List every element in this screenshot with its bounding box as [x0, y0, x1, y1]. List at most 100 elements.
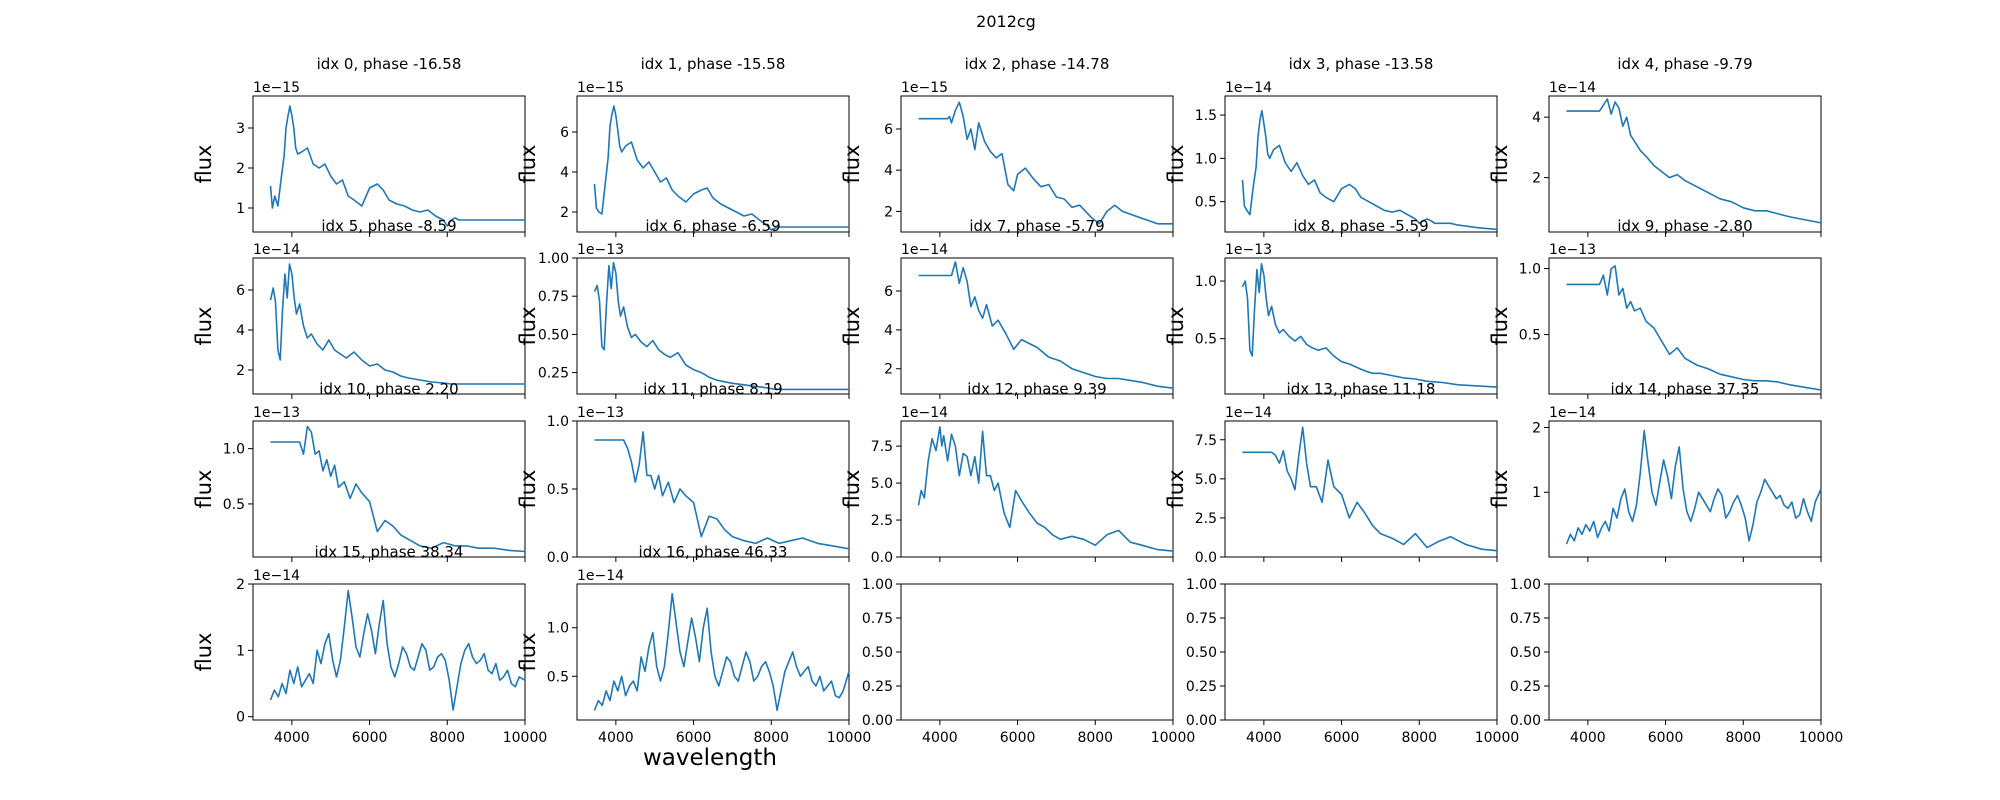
spectrum-line [269, 263, 525, 385]
spectrum-line [1566, 98, 1822, 224]
subplot-17: 0.00 0.25 0.50 0.75 1.00 4000 6000 8000 10000 [862, 577, 1195, 746]
subplot-title: idx 8, phase -5.59 [1293, 217, 1428, 235]
y-tick-label: 0.75 [1510, 611, 1541, 627]
y-tick-label: 2 [884, 204, 893, 220]
y-axis-label: flux [1164, 307, 1188, 346]
y-tick-label: 6 [236, 283, 245, 299]
spectrum-line [269, 105, 525, 227]
y-axis-label: flux [516, 307, 540, 346]
y-axis-label: flux [516, 145, 540, 184]
y-tick-label: 2 [236, 363, 245, 379]
y-tick-label: 6 [884, 284, 893, 300]
y-axis-label: flux [192, 633, 216, 672]
y-offset-label: 1e−13 [1549, 242, 1596, 258]
y-offset-label: 1e−15 [577, 80, 624, 96]
spectrum-line [593, 261, 849, 391]
y-offset-label: 1e−14 [253, 568, 300, 584]
x-tick-label: 8000 [429, 730, 465, 746]
y-tick-label: 0.25 [862, 679, 893, 695]
y-axis-label: flux [1164, 470, 1188, 509]
subplot-10: 0.5 1.0 1e−13 idx 10, phase 2.20 flux [192, 380, 526, 562]
y-tick-label: 5.0 [871, 476, 893, 492]
axes-frame [576, 95, 850, 233]
y-tick-label: 0.75 [538, 289, 569, 305]
y-tick-label: 2.5 [871, 513, 893, 529]
y-tick-label: 1 [1532, 485, 1541, 501]
y-tick-label: 4 [560, 165, 569, 181]
y-tick-label: 0.0 [1195, 550, 1217, 566]
subplot-19: 0.00 0.25 0.50 0.75 1.00 4000 6000 8000 10000 [1510, 577, 1843, 746]
y-axis-label: flux [516, 470, 540, 509]
y-tick-label: 2 [1532, 171, 1541, 187]
y-tick-label: 7.5 [1195, 433, 1217, 449]
y-tick-label: 3 [236, 121, 245, 137]
spectrum-line [1565, 429, 1822, 545]
spectrum-line [269, 589, 526, 711]
spectrum-line [1242, 426, 1498, 552]
subplot-1: 2 4 6 1e−15 idx 1, phase -15.58 flux [516, 55, 850, 237]
axes-frame [900, 95, 1174, 233]
y-tick-label: 5.0 [1195, 472, 1217, 488]
y-offset-label: 1e−13 [1225, 242, 1272, 258]
spectrum-line [593, 592, 850, 712]
subplot-4: 2 4 1e−14 idx 4, phase -9.79 flux [1488, 55, 1822, 237]
spectrum-line [270, 425, 526, 553]
axes-frame [1548, 583, 1822, 721]
subplot-title: idx 11, phase 8.19 [643, 380, 782, 398]
x-tick-label: 10000 [1475, 730, 1520, 746]
subplot-3: 0.5 1.0 1.5 1e−14 idx 3, phase -13.58 flux [1164, 55, 1498, 237]
y-tick-label: 0.0 [871, 550, 893, 566]
y-tick-label: 1.5 [1195, 108, 1217, 124]
subplot-11: 0.0 0.5 1.0 1e−13 idx 11, phase 8.19 flux [516, 380, 850, 566]
y-tick-label: 4 [884, 163, 893, 179]
subplot-title: idx 5, phase -8.59 [321, 217, 456, 235]
x-tick-label: 8000 [1401, 730, 1437, 746]
y-offset-label: 1e−14 [1549, 405, 1596, 421]
subplot-14: 1 2 1e−14 idx 14, phase 37.35 flux [1488, 380, 1822, 562]
y-offset-label: 1e−13 [253, 405, 300, 421]
subplot-5: 2 4 6 1e−14 idx 5, phase -8.59 flux [192, 217, 526, 399]
subplot-2: 2 4 6 1e−15 idx 2, phase -14.78 flux [840, 55, 1174, 237]
y-tick-label: 0.00 [1510, 713, 1541, 729]
x-axis-label: wavelength [643, 745, 777, 771]
x-tick-label: 10000 [827, 730, 872, 746]
y-tick-label: 0.25 [1186, 679, 1217, 695]
subplot-16: 0.5 1.0 4000 6000 8000 10000 1e−14 idx 16, phas… [516, 543, 871, 746]
y-tick-label: 6 [884, 122, 893, 138]
y-tick-label: 1.0 [547, 414, 569, 430]
y-axis-label: flux [1488, 470, 1512, 509]
y-offset-label: 1e−13 [577, 405, 624, 421]
y-tick-label: 1.0 [1195, 151, 1217, 167]
axes-frame [1548, 420, 1822, 558]
x-tick-label: 6000 [1000, 730, 1036, 746]
x-tick-label: 10000 [1151, 730, 1196, 746]
y-offset-label: 1e−14 [1225, 80, 1272, 96]
y-offset-label: 1e−14 [253, 242, 300, 258]
y-tick-label: 7.5 [871, 439, 893, 455]
x-tick-label: 6000 [1648, 730, 1684, 746]
axes-frame [900, 420, 1174, 558]
x-tick-label: 4000 [274, 730, 310, 746]
subplot-title: idx 4, phase -9.79 [1617, 55, 1752, 73]
axes-frame [252, 257, 526, 395]
y-tick-label: 1 [236, 201, 245, 217]
subplot-title: idx 9, phase -2.80 [1617, 217, 1752, 235]
spectrum-line [917, 426, 1174, 552]
y-offset-label: 1e−14 [1225, 405, 1272, 421]
y-tick-label: 2 [560, 205, 569, 221]
subplot-15: 0 1 2 4000 6000 8000 10000 1e−14 idx 15, phase 3… [192, 543, 547, 746]
subplot-12: 0.0 2.5 5.0 7.5 1e−14 idx 12, phase 9.39 flux [840, 380, 1174, 566]
subplot-title: idx 13, phase 11.18 [1287, 380, 1436, 398]
x-tick-label: 6000 [1324, 730, 1360, 746]
x-tick-label: 6000 [352, 730, 388, 746]
subplot-title: idx 15, phase 38.34 [315, 543, 464, 561]
y-tick-label: 2 [1532, 420, 1541, 436]
axes-frame [576, 257, 850, 395]
subplot-title: idx 2, phase -14.78 [965, 55, 1110, 73]
y-tick-label: 0.00 [862, 713, 893, 729]
y-tick-label: 0.25 [1510, 679, 1541, 695]
x-tick-label: 4000 [922, 730, 958, 746]
subplot-18: 0.00 0.25 0.50 0.75 1.00 4000 6000 8000 10000 [1186, 577, 1519, 746]
y-offset-label: 1e−15 [901, 80, 948, 96]
